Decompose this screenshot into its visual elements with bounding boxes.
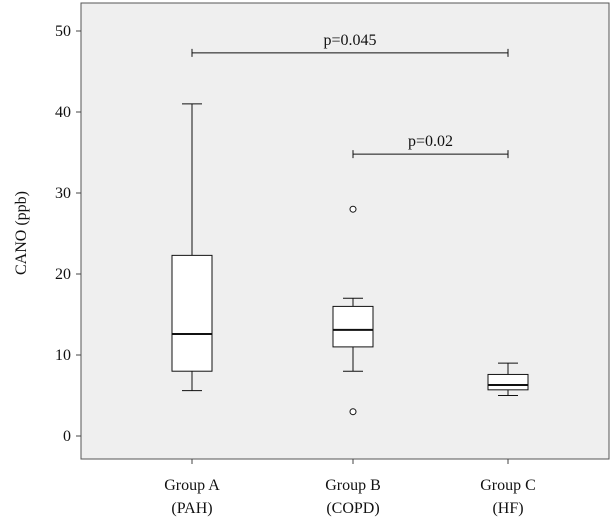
outlier-point <box>349 408 357 416</box>
x-category-label: Group B <box>325 477 381 494</box>
boxes-layer <box>171 103 529 416</box>
x-category-sublabel: (COPD) <box>326 500 379 517</box>
x-category-sublabel: (PAH) <box>171 500 212 517</box>
y-tick-label: 30 <box>55 185 71 202</box>
p-value-label: p=0.02 <box>408 133 453 150</box>
y-axis-title: CANO (ppb) <box>13 191 30 275</box>
iqr-box <box>332 305 374 348</box>
x-category-sublabel: (HF) <box>492 500 523 517</box>
p-value-label: p=0.045 <box>323 32 376 49</box>
y-tick-label: 0 <box>63 428 71 445</box>
iqr-box <box>171 254 213 372</box>
x-category-label: Group C <box>480 477 536 494</box>
y-tick-label: 50 <box>55 23 71 40</box>
annotations-layer: p=0.045 p=0.02 <box>191 32 509 159</box>
y-tick-label: 20 <box>55 266 71 283</box>
box-group <box>171 103 213 392</box>
outlier-point <box>349 205 357 213</box>
x-category-label: Group A <box>164 477 220 494</box>
iqr-box <box>487 373 529 391</box>
box-group <box>487 362 529 396</box>
significance-bracket: p=0.02 <box>352 133 509 159</box>
y-tick-label: 40 <box>55 104 71 121</box>
axes-layer: 0 10 20 30 40 50 Group A (PAH) Group B (COPD) Grou… <box>55 23 536 517</box>
box-group <box>332 205 374 416</box>
significance-bracket: p=0.045 <box>191 32 509 57</box>
y-tick-label: 10 <box>55 347 71 364</box>
plot-area <box>80 2 610 460</box>
